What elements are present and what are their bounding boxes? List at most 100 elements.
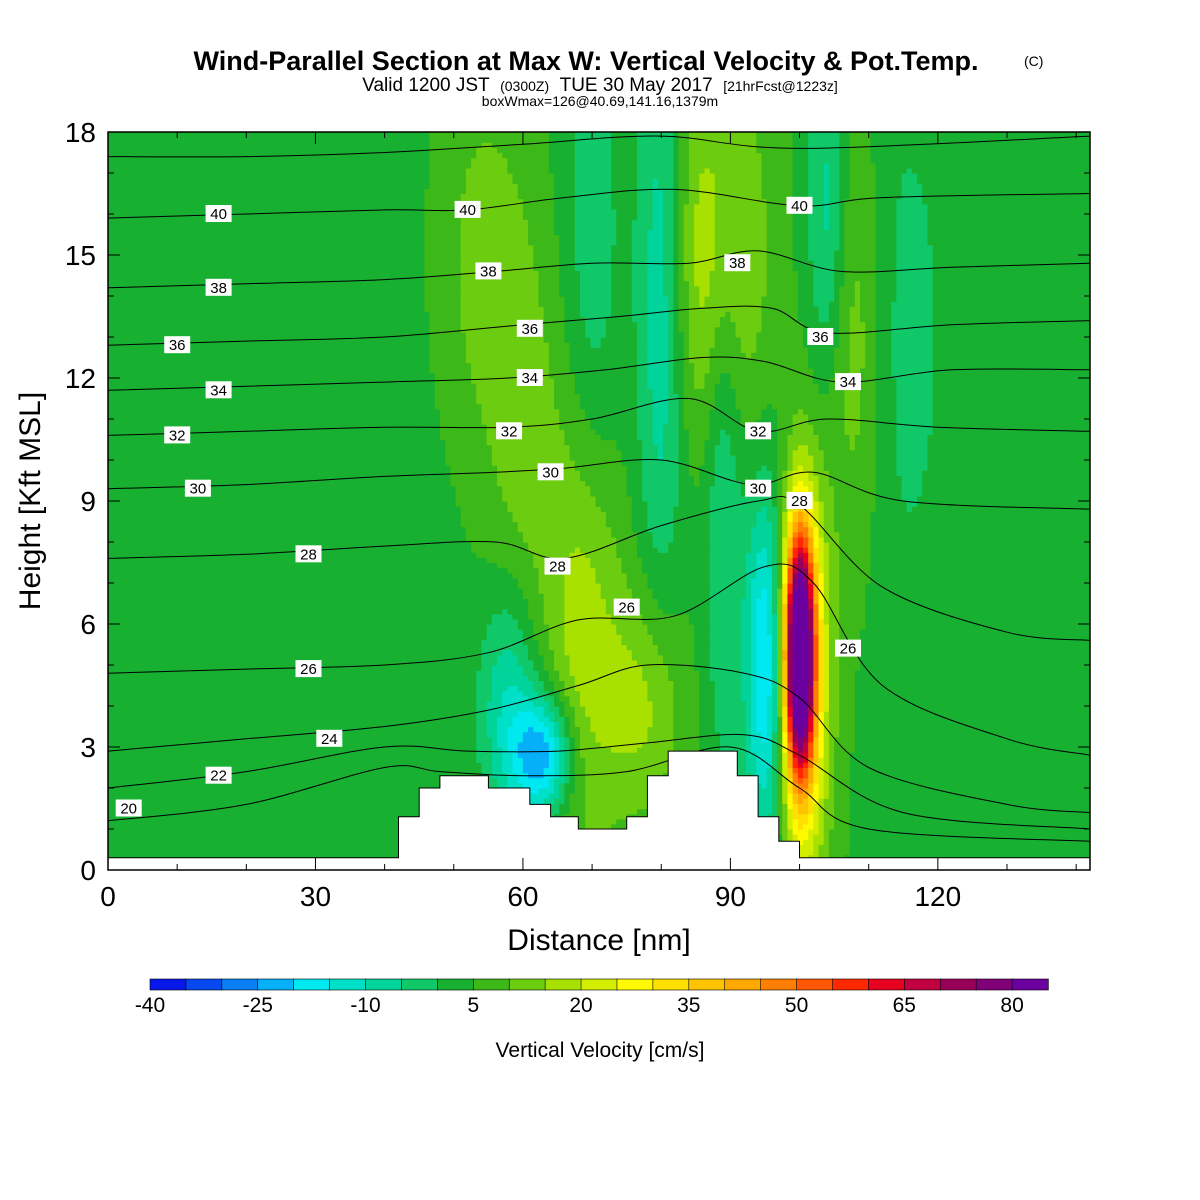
w-cell (108, 501, 114, 507)
w-cell (160, 460, 166, 466)
w-cell (175, 255, 181, 261)
w-cell (113, 716, 119, 722)
w-cell (165, 516, 171, 522)
w-cell (191, 183, 197, 189)
w-cell (238, 773, 244, 779)
w-cell (248, 537, 254, 543)
w-cell (181, 532, 187, 538)
w-cell (238, 645, 244, 651)
w-cell (170, 450, 176, 456)
w-cell (113, 409, 119, 415)
w-cell (165, 798, 171, 804)
w-cell (258, 332, 264, 338)
w-cell (274, 798, 280, 804)
w-cell (139, 532, 145, 538)
w-cell (191, 563, 197, 569)
w-cell (160, 296, 166, 302)
w-cell (253, 224, 259, 230)
w-cell (186, 803, 192, 809)
w-cell (165, 475, 171, 481)
w-cell (212, 727, 218, 733)
w-cell (238, 691, 244, 697)
w-cell (248, 527, 254, 533)
w-cell (113, 265, 119, 271)
w-cell (134, 819, 140, 825)
w-cell (253, 773, 259, 779)
w-cell (212, 240, 218, 246)
w-cell (196, 706, 202, 712)
w-cell (258, 839, 264, 845)
w-cell (201, 604, 207, 610)
w-cell (134, 573, 140, 579)
w-cell (248, 737, 254, 743)
w-cell (181, 378, 187, 384)
w-cell (284, 598, 290, 604)
w-cell (139, 598, 145, 604)
w-cell (196, 598, 202, 604)
w-cell (201, 614, 207, 620)
w-cell (108, 850, 114, 856)
w-cell (129, 358, 135, 364)
w-cell (139, 568, 145, 574)
w-cell (227, 327, 233, 333)
w-cell (264, 614, 270, 620)
w-cell (144, 409, 150, 415)
w-cell (155, 829, 161, 835)
w-cell (134, 727, 140, 733)
w-cell (258, 455, 264, 461)
w-cell (253, 711, 259, 717)
w-cell (238, 188, 244, 194)
w-cell (217, 255, 223, 261)
w-cell (238, 850, 244, 856)
w-cell (175, 680, 181, 686)
w-cell (191, 260, 197, 266)
w-cell (165, 368, 171, 374)
w-cell (118, 429, 124, 435)
w-cell (134, 153, 140, 159)
w-cell (175, 491, 181, 497)
w-cell (284, 460, 290, 466)
w-cell (165, 388, 171, 394)
w-cell (196, 209, 202, 215)
w-cell (264, 378, 270, 384)
w-cell (139, 516, 145, 522)
w-cell (191, 286, 197, 292)
w-cell (264, 317, 270, 323)
w-cell (227, 465, 233, 471)
w-cell (243, 250, 249, 256)
w-cell (134, 347, 140, 353)
w-cell (139, 373, 145, 379)
w-cell (144, 573, 150, 579)
w-cell (196, 573, 202, 579)
w-cell (232, 173, 238, 179)
w-cell (160, 409, 166, 415)
w-cell (196, 163, 202, 169)
w-cell (227, 434, 233, 440)
w-cell (134, 265, 140, 271)
w-cell (212, 460, 218, 466)
w-cell (144, 317, 150, 323)
w-cell (248, 317, 254, 323)
w-cell (155, 655, 161, 661)
w-cell (253, 235, 259, 241)
w-cell (212, 660, 218, 666)
w-cell (165, 655, 171, 661)
w-cell (196, 788, 202, 794)
w-cell (191, 506, 197, 512)
w-cell (124, 337, 130, 343)
w-cell (160, 142, 166, 148)
w-cell (155, 455, 161, 461)
w-cell (243, 470, 249, 476)
w-cell (253, 296, 259, 302)
w-cell (118, 609, 124, 615)
w-cell (118, 783, 124, 789)
w-cell (160, 358, 166, 364)
w-cell (155, 147, 161, 153)
w-cell (248, 332, 254, 338)
w-cell (217, 547, 223, 553)
w-cell (253, 194, 259, 200)
w-cell (144, 645, 150, 651)
w-cell (196, 393, 202, 399)
w-cell (253, 404, 259, 410)
w-cell (253, 752, 259, 758)
